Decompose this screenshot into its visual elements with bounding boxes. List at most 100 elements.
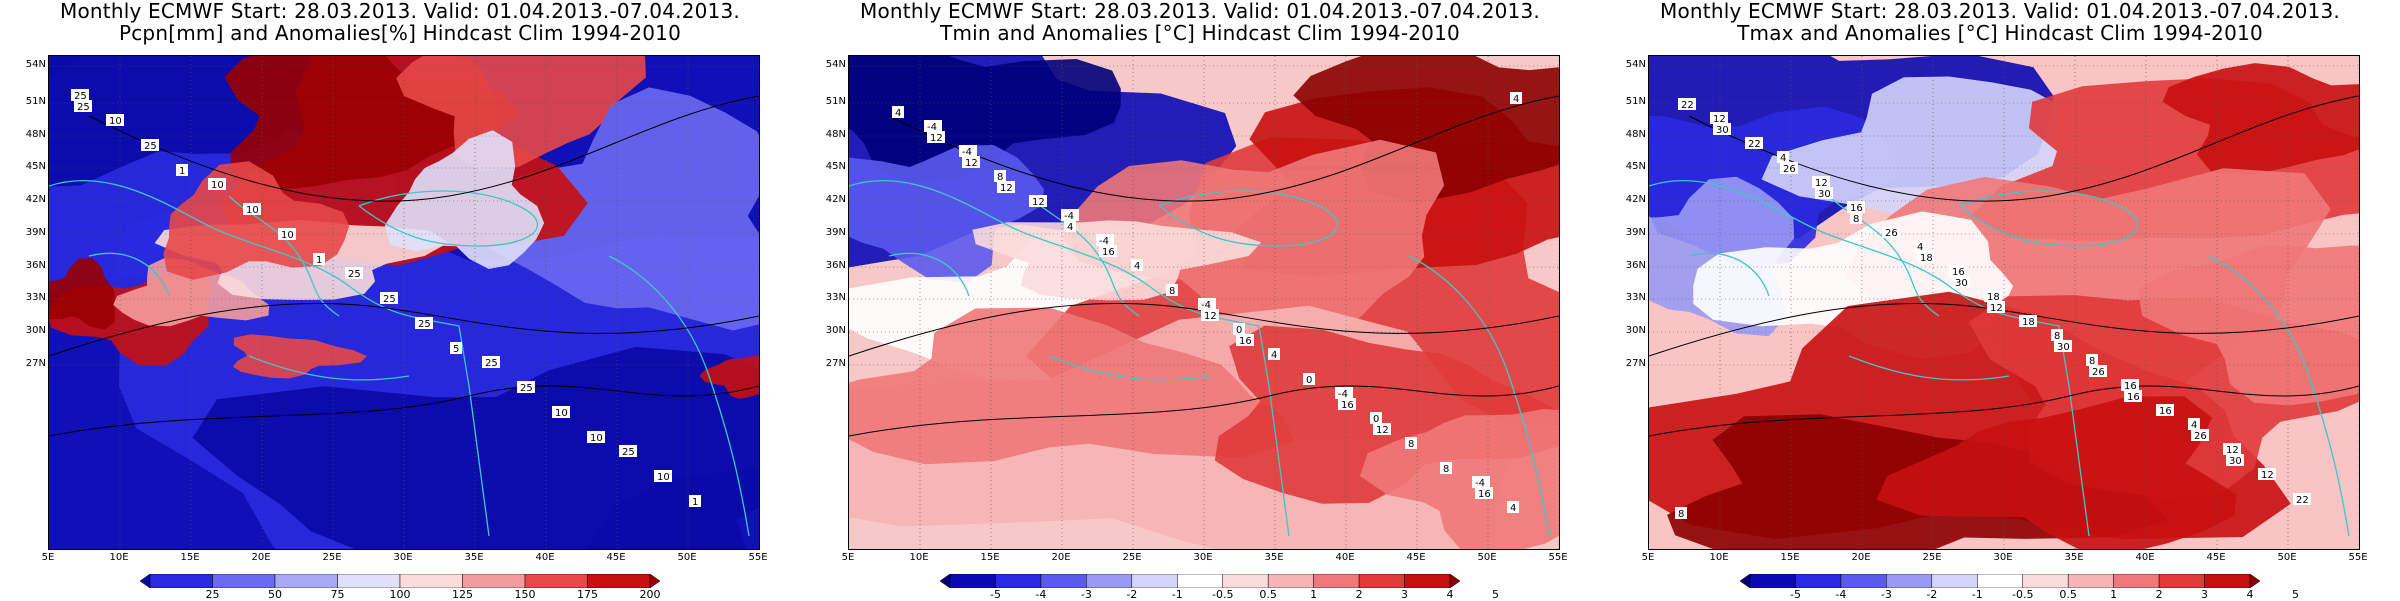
contour-label: 10 xyxy=(654,470,672,483)
anomaly-field xyxy=(49,258,115,330)
contour-label: 10 xyxy=(587,431,605,444)
contour-label: 8 xyxy=(1405,437,1417,450)
anomaly-field xyxy=(849,307,1295,465)
lon-tick-label: 30E xyxy=(393,552,413,563)
svg-text:0: 0 xyxy=(1236,325,1242,336)
lon-tick-label: 30E xyxy=(1193,552,1213,563)
colorbar-segment xyxy=(1886,574,1933,588)
contour-line xyxy=(1688,95,2359,202)
svg-text:12: 12 xyxy=(1032,197,1045,208)
svg-text:25: 25 xyxy=(348,269,361,280)
contour-label: 12 xyxy=(1812,176,1830,189)
anomaly-field xyxy=(384,130,545,269)
contour-label: 16 xyxy=(1847,201,1865,214)
colorbar-label: 50 xyxy=(268,588,282,601)
contour-label: 16 xyxy=(1475,487,1493,500)
contour-label: 26 xyxy=(1882,226,1900,239)
colorbar-segment xyxy=(1086,574,1133,588)
svg-text:8: 8 xyxy=(1853,214,1859,225)
svg-text:1: 1 xyxy=(316,255,322,266)
svg-text:8: 8 xyxy=(2089,356,2095,367)
lat-tick-label: 39N xyxy=(25,227,46,238)
colorbar-segment xyxy=(1795,574,1842,588)
contour-label: 25 xyxy=(380,292,398,305)
anomaly-field xyxy=(699,355,759,399)
coastline xyxy=(1408,255,1550,537)
lat-tick-label: 33N xyxy=(25,292,46,303)
contour-label: 16 xyxy=(1338,398,1356,411)
colorbar-label: -5 xyxy=(1789,588,1801,601)
lon-tick-label: 15E xyxy=(980,552,1000,563)
lat-tick-label: 33N xyxy=(1625,292,1646,303)
coastline xyxy=(2208,255,2350,537)
pcpn-title-line2: Pcpn[mm] and Anomalies[%] Hindcast Clim … xyxy=(118,21,682,45)
contour-label: -4 xyxy=(924,120,942,133)
svg-text:22: 22 xyxy=(1681,100,1694,111)
lat-tick-label: 30N xyxy=(825,325,846,336)
lon-tick-label: 50E xyxy=(677,552,697,563)
contour-label: -4 xyxy=(1472,476,1490,489)
svg-text:18: 18 xyxy=(1987,292,2000,303)
svg-text:25: 25 xyxy=(485,358,498,369)
svg-text:-4: -4 xyxy=(1064,211,1074,222)
svg-text:-4: -4 xyxy=(1475,478,1485,489)
svg-text:-4: -4 xyxy=(962,147,972,158)
svg-text:30: 30 xyxy=(1716,125,1729,136)
colorbar-label: -4 xyxy=(1035,588,1047,601)
lon-tick-label: 45E xyxy=(1406,552,1426,563)
contour-label: 26 xyxy=(2089,365,2107,378)
lat-tick-label: 48N xyxy=(1625,129,1646,140)
contour-label: 0 xyxy=(1303,373,1315,386)
svg-text:4: 4 xyxy=(1134,261,1140,272)
colorbar-segment xyxy=(1840,574,1887,588)
lon-tick-label: 25E xyxy=(1922,552,1942,563)
svg-text:12: 12 xyxy=(930,133,943,144)
contour-label: 10 xyxy=(278,228,296,241)
tmax-title-line2: Tmax and Anomalies [°C] Hindcast Clim 19… xyxy=(1737,21,2263,45)
contour-label: 25 xyxy=(619,445,637,458)
lat-tick-label: 33N xyxy=(825,292,846,303)
contour-label: 25 xyxy=(71,89,89,102)
contour-label: 4 xyxy=(2188,418,2200,431)
lat-tick-label: 39N xyxy=(1625,227,1646,238)
lat-tick-label: 45N xyxy=(25,161,46,172)
contour-label: 22 xyxy=(1678,98,1696,111)
contour-label: 4 xyxy=(1507,501,1519,514)
contour-label: 10 xyxy=(243,203,261,216)
coastline xyxy=(1958,190,2139,247)
colorbar-label: -1 xyxy=(1171,588,1183,601)
svg-text:16: 16 xyxy=(1952,267,1965,278)
anomaly-field xyxy=(2162,63,2359,176)
tmin-title-line1: Monthly ECMWF Start: 28.03.2013. Valid: … xyxy=(860,0,1540,23)
contour-label: 16 xyxy=(1949,265,1967,278)
contour-label: 8 xyxy=(1675,507,1687,520)
svg-text:12: 12 xyxy=(1990,303,2003,314)
colorbar-label: 0.5 xyxy=(2059,588,2077,601)
lat-tick-label: 42N xyxy=(825,194,846,205)
colorbar-segment xyxy=(1267,574,1314,588)
lon-tick-label: 5E xyxy=(41,552,55,563)
tmax-title-line1: Monthly ECMWF Start: 28.03.2013. Valid: … xyxy=(1660,0,2340,23)
lon-tick-label: 40E xyxy=(1335,552,1355,563)
svg-text:10: 10 xyxy=(211,180,224,191)
colorbar-low-arrow xyxy=(940,574,951,588)
contour-label: 12 xyxy=(962,156,980,169)
lon-tick-label: 40E xyxy=(2135,552,2155,563)
svg-text:12: 12 xyxy=(1204,311,1217,322)
contour-label: 4 xyxy=(1131,259,1143,272)
colorbar-high-arrow xyxy=(2249,574,2260,588)
lon-tick-label: 35E xyxy=(1264,552,1284,563)
svg-text:5: 5 xyxy=(453,344,459,355)
colorbar-segment xyxy=(149,574,213,588)
lat-tick-label: 54N xyxy=(1625,59,1646,70)
contour-line xyxy=(1649,302,2359,357)
svg-text:8: 8 xyxy=(1443,464,1449,475)
colorbar-segment xyxy=(2204,574,2251,588)
lat-tick-label: 42N xyxy=(25,194,46,205)
lat-tick-label: 30N xyxy=(25,325,46,336)
contour-label: 1 xyxy=(176,164,188,177)
svg-text:-4: -4 xyxy=(1099,236,1109,247)
colorbar-label: -4 xyxy=(1835,588,1847,601)
coastline xyxy=(1158,190,1339,247)
lat-tick-label: 54N xyxy=(25,59,46,70)
